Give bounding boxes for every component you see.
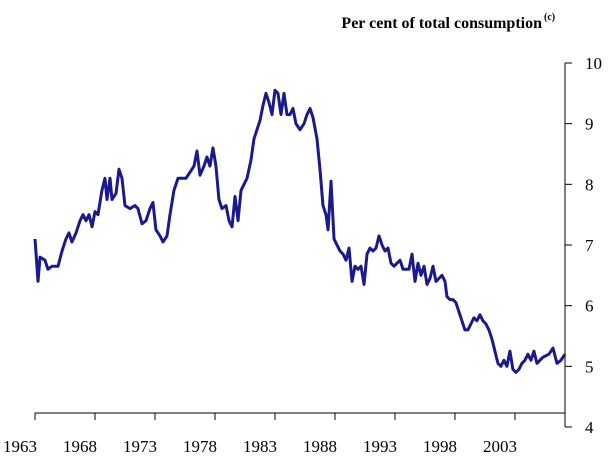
title-note: (c)	[544, 12, 555, 23]
y-tick-label: 10	[585, 54, 602, 73]
y-tick-label: 5	[585, 357, 594, 376]
chart-title: Per cent of total consumption	[341, 15, 542, 32]
y-tick-label: 4	[585, 418, 594, 437]
x-tick-label: 1988	[303, 437, 337, 456]
y-tick-label: 9	[585, 115, 594, 134]
y-tick-label: 6	[585, 297, 594, 316]
data-line	[33, 88, 567, 374]
x-tick-label: 1978	[183, 437, 217, 456]
x-tick-label: 1973	[123, 437, 157, 456]
x-tick-label: 1968	[63, 437, 97, 456]
x-tick-label: 1963	[3, 437, 37, 456]
x-tick-label: 2003	[483, 437, 517, 456]
x-tick-label: 1983	[243, 437, 277, 456]
x-tick-label: 1993	[363, 437, 397, 456]
y-tick-label: 8	[585, 175, 594, 194]
x-tick-label: 1998	[423, 437, 457, 456]
y-tick-label: 7	[585, 236, 594, 255]
